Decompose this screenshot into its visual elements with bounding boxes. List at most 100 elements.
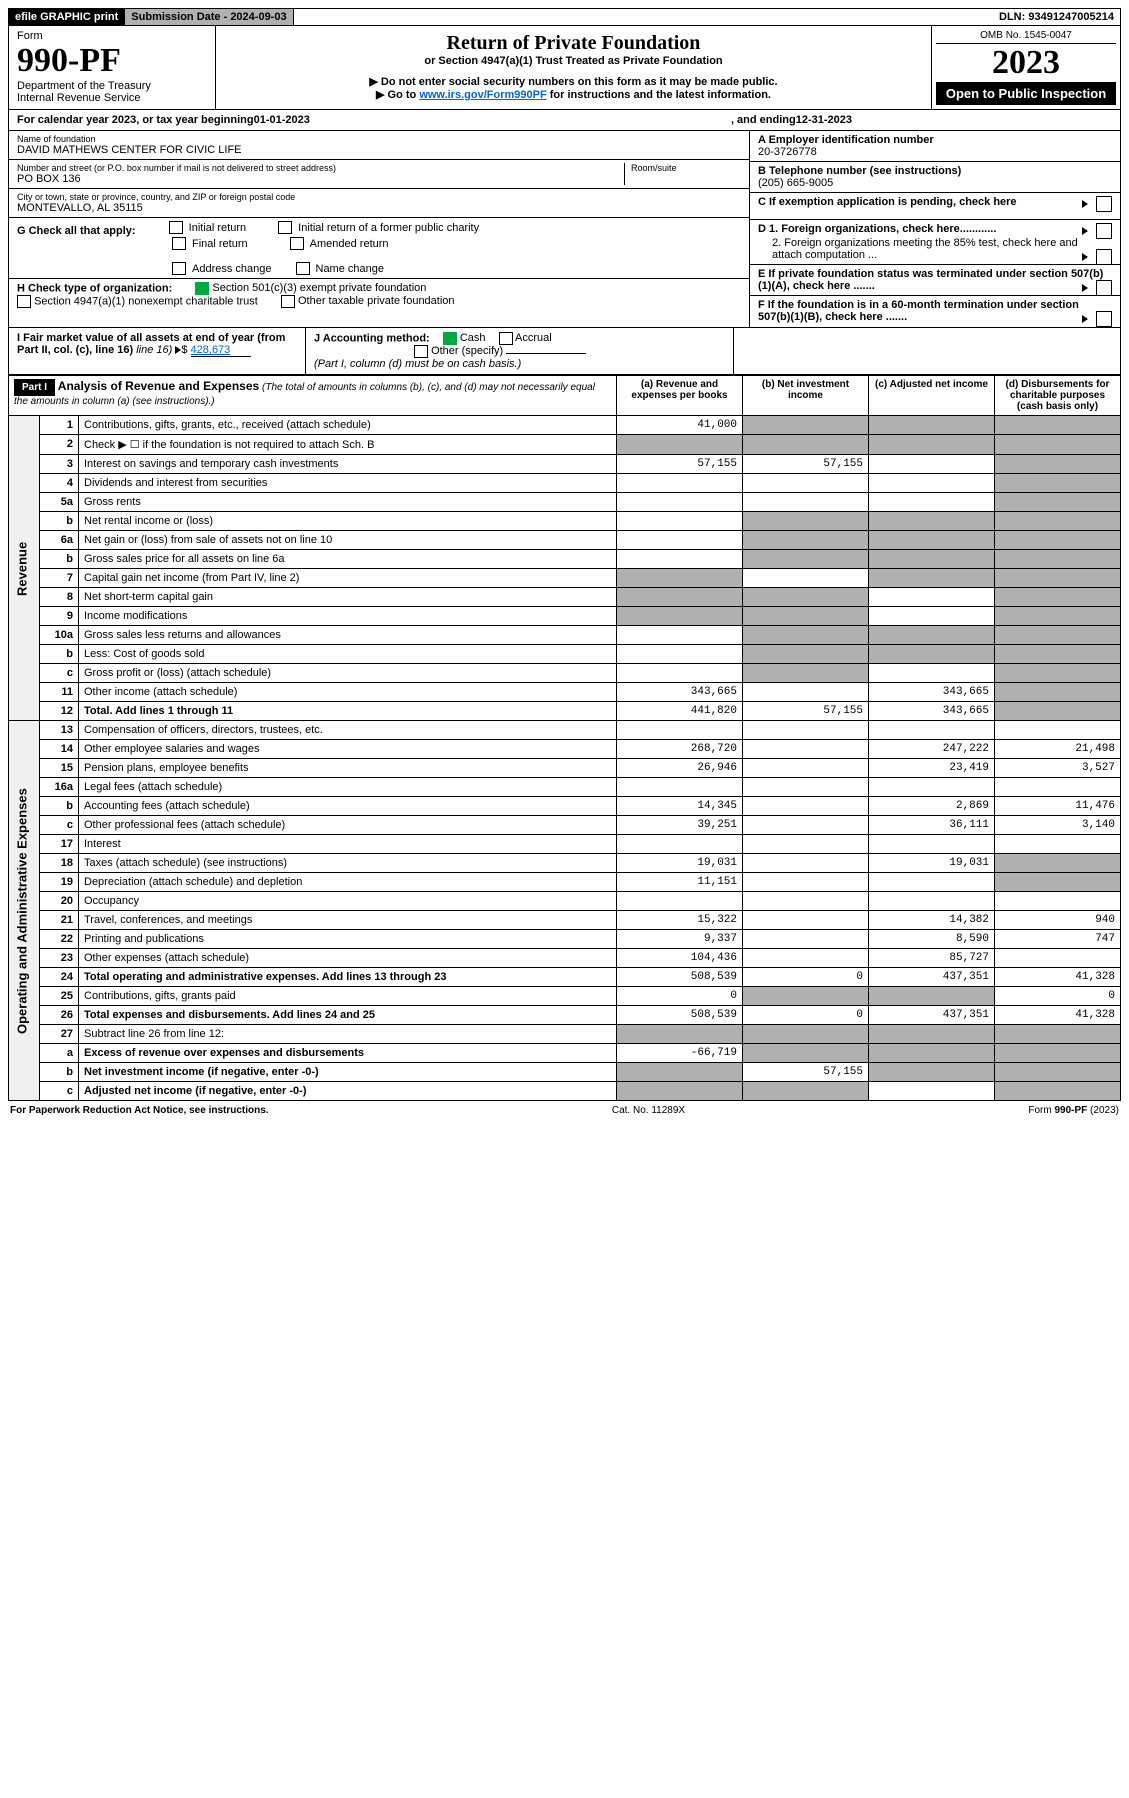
- amount-col-c: 8,590: [869, 930, 995, 949]
- amount-col-d: [995, 626, 1121, 645]
- amount-col-c: 343,665: [869, 702, 995, 721]
- checkbox-e[interactable]: [1096, 280, 1112, 296]
- fmv-value[interactable]: 428,673: [191, 344, 251, 357]
- table-row: 8Net short-term capital gain: [9, 588, 1121, 607]
- checkbox-final-return[interactable]: [172, 237, 186, 250]
- amount-col-c: [869, 626, 995, 645]
- amount-col-a: 41,000: [617, 416, 743, 435]
- phone-value: (205) 665-9005: [758, 177, 1112, 189]
- amount-col-b: [743, 645, 869, 664]
- table-row: 19Depreciation (attach schedule) and dep…: [9, 873, 1121, 892]
- amount-col-d: [995, 531, 1121, 550]
- table-row: 5aGross rents: [9, 493, 1121, 512]
- amount-col-a: [617, 778, 743, 797]
- table-row: cOther professional fees (attach schedul…: [9, 816, 1121, 835]
- ssn-warning: ▶ Do not enter social security numbers o…: [226, 75, 921, 88]
- amount-col-a: 104,436: [617, 949, 743, 968]
- line-number: 8: [40, 588, 79, 607]
- line-label: Printing and publications: [79, 930, 617, 949]
- checkbox-other-taxable[interactable]: [281, 295, 295, 308]
- line-label: Interest: [79, 835, 617, 854]
- table-row: 12Total. Add lines 1 through 11441,82057…: [9, 702, 1121, 721]
- amount-col-d: [995, 607, 1121, 626]
- amount-col-b: [743, 1082, 869, 1101]
- line-number: 1: [40, 416, 79, 435]
- checkbox-c[interactable]: [1096, 196, 1112, 212]
- line-label: Other professional fees (attach schedule…: [79, 816, 617, 835]
- amount-col-c: [869, 1025, 995, 1044]
- col-b-header: (b) Net investment income: [743, 376, 869, 416]
- table-row: 27Subtract line 26 from line 12:: [9, 1025, 1121, 1044]
- amount-col-c: [869, 1082, 995, 1101]
- checkbox-address-change[interactable]: [172, 262, 186, 275]
- amount-col-b: 0: [743, 968, 869, 987]
- line-label: Net gain or (loss) from sale of assets n…: [79, 531, 617, 550]
- line-number: 21: [40, 911, 79, 930]
- amount-col-b: [743, 987, 869, 1006]
- amount-col-b: [743, 1025, 869, 1044]
- amount-col-b: [743, 664, 869, 683]
- table-row: 10aGross sales less returns and allowanc…: [9, 626, 1121, 645]
- table-row: 15Pension plans, employee benefits26,946…: [9, 759, 1121, 778]
- amount-col-a: 508,539: [617, 968, 743, 987]
- amount-col-c: 437,351: [869, 968, 995, 987]
- info-right: A Employer identification number 20-3726…: [749, 131, 1120, 327]
- line-number: 10a: [40, 626, 79, 645]
- line-label: Travel, conferences, and meetings: [79, 911, 617, 930]
- foundation-name-cell: Name of foundation DAVID MATHEWS CENTER …: [9, 131, 749, 160]
- checkbox-4947a1[interactable]: [17, 295, 31, 308]
- checkbox-cash[interactable]: [443, 332, 457, 345]
- amount-col-d: [995, 873, 1121, 892]
- amount-col-b: [743, 930, 869, 949]
- amount-col-d: [995, 1063, 1121, 1082]
- amount-col-c: [869, 493, 995, 512]
- footer-mid: Cat. No. 11289X: [612, 1105, 685, 1116]
- line-number: 14: [40, 740, 79, 759]
- section-e: E If private foundation status was termi…: [750, 265, 1120, 296]
- footer-right: Form 990-PF (2023): [1028, 1105, 1119, 1116]
- checkbox-501c3[interactable]: [195, 282, 209, 295]
- checkbox-initial-return[interactable]: [169, 221, 183, 234]
- checkbox-d1[interactable]: [1096, 223, 1112, 239]
- col-c-header: (c) Adjusted net income: [869, 376, 995, 416]
- checkbox-amended-return[interactable]: [290, 237, 304, 250]
- year-begin: 01-01-2023: [254, 114, 310, 126]
- amount-col-b: [743, 892, 869, 911]
- amount-col-d: [995, 493, 1121, 512]
- table-row: bNet rental income or (loss): [9, 512, 1121, 531]
- amount-col-c: [869, 645, 995, 664]
- checkbox-name-change[interactable]: [296, 262, 310, 275]
- amount-col-d: 41,328: [995, 968, 1121, 987]
- checkbox-f[interactable]: [1096, 311, 1112, 327]
- line-label: Total operating and administrative expen…: [79, 968, 617, 987]
- amount-col-a: [617, 1025, 743, 1044]
- amount-col-c: 85,727: [869, 949, 995, 968]
- amount-col-b: [743, 911, 869, 930]
- amount-col-c: [869, 569, 995, 588]
- table-row: 21Travel, conferences, and meetings15,32…: [9, 911, 1121, 930]
- section-d: D 1. Foreign organizations, check here..…: [750, 220, 1120, 265]
- amount-col-a: [617, 645, 743, 664]
- city-cell: City or town, state or province, country…: [9, 189, 749, 218]
- line-number: 26: [40, 1006, 79, 1025]
- amount-col-b: [743, 816, 869, 835]
- irs-label: Internal Revenue Service: [17, 92, 207, 104]
- room-label: Room/suite: [631, 163, 741, 173]
- amount-col-a: [617, 607, 743, 626]
- amount-col-c: [869, 588, 995, 607]
- line-label: Accounting fees (attach schedule): [79, 797, 617, 816]
- irs-link[interactable]: www.irs.gov/Form990PF: [419, 89, 546, 101]
- amount-col-a: 441,820: [617, 702, 743, 721]
- line-number: a: [40, 1044, 79, 1063]
- amount-col-c: 343,665: [869, 683, 995, 702]
- amount-col-a: [617, 1063, 743, 1082]
- table-row: 3Interest on savings and temporary cash …: [9, 455, 1121, 474]
- checkbox-initial-former[interactable]: [278, 221, 292, 234]
- checkbox-accrual[interactable]: [499, 332, 513, 345]
- checkbox-d2[interactable]: [1096, 249, 1112, 265]
- amount-col-b: 57,155: [743, 1063, 869, 1082]
- amount-col-d: [995, 721, 1121, 740]
- amount-col-a: -66,719: [617, 1044, 743, 1063]
- phone-cell: B Telephone number (see instructions) (2…: [750, 162, 1120, 193]
- checkbox-other-method[interactable]: [414, 345, 428, 358]
